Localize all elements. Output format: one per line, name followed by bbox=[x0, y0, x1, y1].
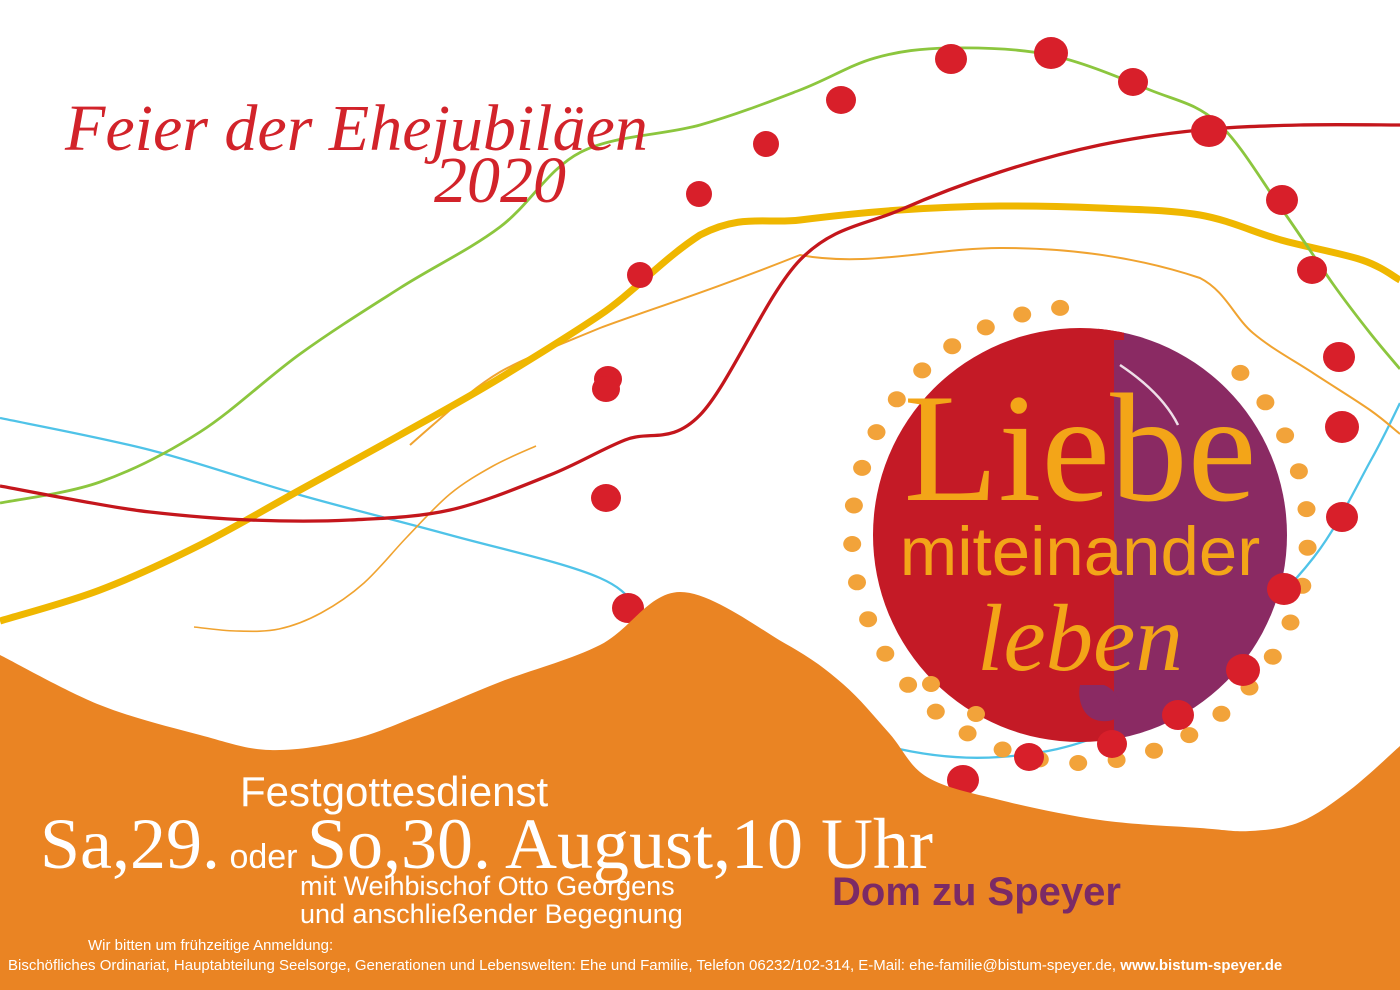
svg-text:Liebe: Liebe bbox=[904, 362, 1257, 534]
svg-text:Wir bitten um frühzeitige Anme: Wir bitten um frühzeitige Anmeldung: bbox=[88, 937, 333, 954]
svg-text:2020: 2020 bbox=[434, 144, 566, 217]
svg-text:Dom zu Speyer: Dom zu Speyer bbox=[832, 870, 1121, 914]
svg-text:mit Weihbischof Otto Georgens: mit Weihbischof Otto Georgens bbox=[300, 871, 675, 901]
svg-text:und anschließender Begegnung: und anschließender Begegnung bbox=[300, 899, 683, 929]
svg-text:miteinander: miteinander bbox=[900, 513, 1261, 590]
svg-text:Bischöfliches Ordinariat, Haup: Bischöfliches Ordinariat, Hauptabteilung… bbox=[8, 957, 1282, 974]
svg-text:leben: leben bbox=[977, 585, 1183, 691]
